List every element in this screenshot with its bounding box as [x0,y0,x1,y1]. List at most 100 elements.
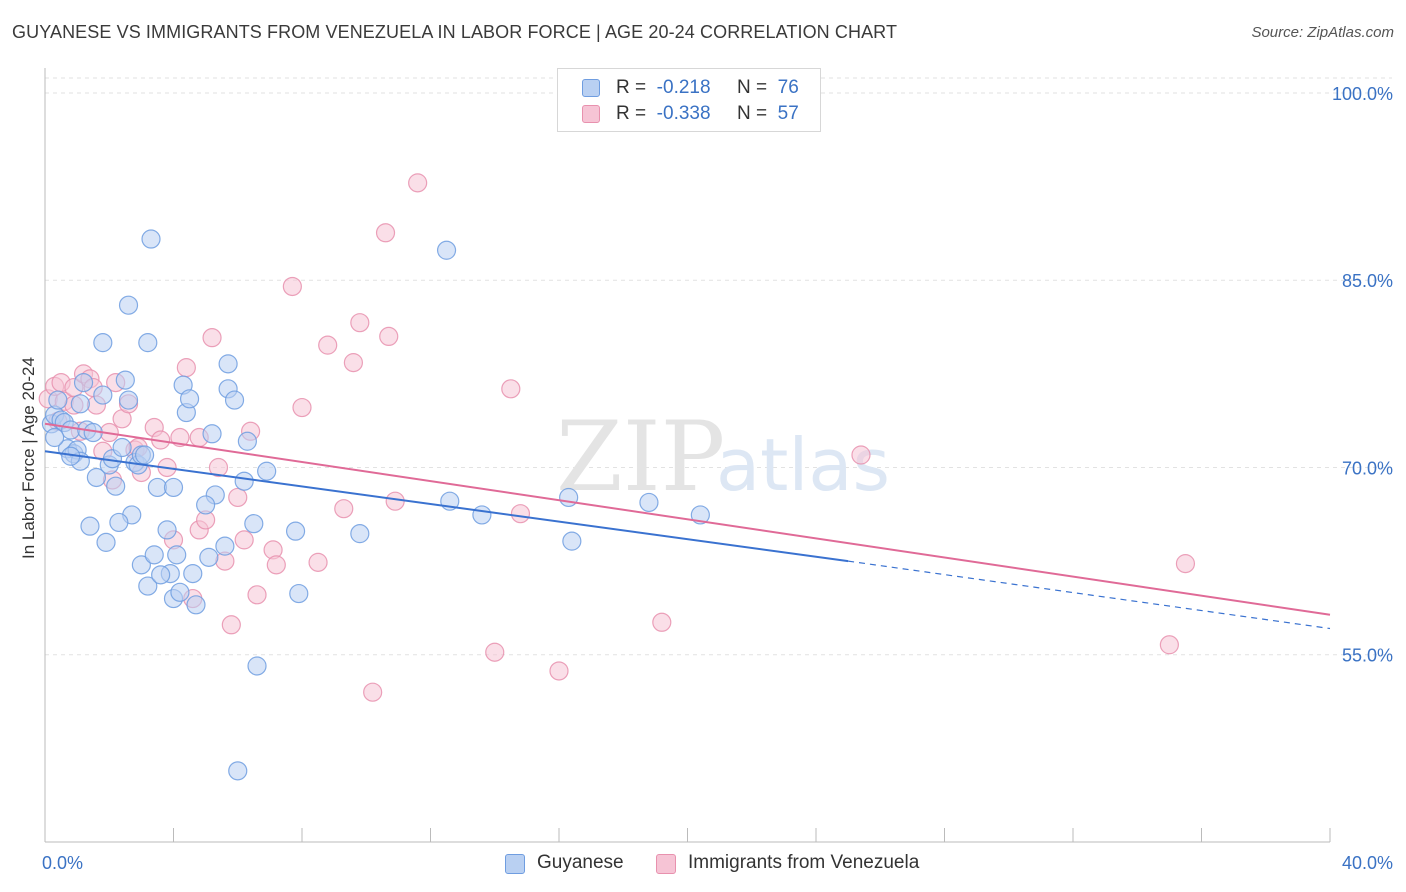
point-venezuela [343,353,363,373]
point-venezuela [485,642,505,662]
point-guyanese [48,390,68,410]
point-guyanese [257,461,277,481]
point-guyanese [80,516,100,536]
point-guyanese [639,492,659,513]
trend-line-guyanese [44,450,849,563]
trend-lines [44,422,1331,630]
point-guyanese [244,514,264,534]
point-guyanese [138,333,158,353]
swatch-guyanese [582,79,600,97]
point-venezuela [652,612,672,632]
point-guyanese [199,547,219,567]
point-guyanese [138,576,158,596]
point-guyanese [157,520,177,540]
correlation-legend: R = -0.218 N = 76 R = -0.338 N = 57 [557,68,821,132]
point-venezuela [363,682,383,702]
point-venezuela [350,313,370,333]
point-guyanese [224,390,245,410]
point-guyanese [141,229,161,249]
axes [44,68,1331,843]
point-guyanese [228,761,248,781]
point-guyanese [289,583,309,604]
point-guyanese [70,394,90,414]
point-venezuela [266,555,286,575]
source-label: Source: ZipAtlas.com [1251,24,1394,41]
point-guyanese [186,595,206,615]
point-guyanese [61,420,81,440]
point-guyanese [93,333,113,353]
point-guyanese [93,385,113,405]
point-venezuela [308,552,328,572]
point-guyanese [86,467,107,488]
watermark-zip: ZIP [556,401,725,513]
point-venezuela [549,661,569,681]
point-guyanese [170,582,190,602]
point-guyanese [247,656,267,676]
x-tick-label-min: 0.0% [42,853,83,873]
r-value-venezuela: -0.338 [656,103,711,124]
point-venezuela [282,276,302,297]
watermark: ZIP atlas [556,401,890,513]
trend-line-venezuela [44,422,1331,616]
watermark-atlas: atlas [716,423,890,507]
point-guyanese [179,389,200,409]
point-venezuela [1159,635,1179,655]
point-venezuela [170,427,190,448]
point-guyanese [106,476,126,496]
point-venezuela [176,358,196,378]
n-label: N = [736,77,768,98]
legend-swatch-venezuela [656,854,676,874]
point-guyanese [163,477,184,498]
point-guyanese [285,521,306,541]
point-guyanese [109,512,129,533]
point-venezuela [208,457,229,478]
point-guyanese [151,565,171,585]
point-guyanese [115,370,135,390]
y-tick-label: 100.0% [1332,84,1393,104]
point-venezuela [851,445,871,465]
point-guyanese [472,505,492,525]
point-guyanese [234,471,254,491]
point-guyanese [215,536,235,556]
point-venezuela [408,173,428,193]
point-guyanese [112,437,132,458]
point-guyanese [134,445,155,465]
y-tick-label: 85.0% [1342,271,1393,291]
point-venezuela [334,499,354,519]
point-guyanese [202,424,222,444]
point-venezuela [379,326,399,347]
point-guyanese [73,372,94,393]
point-guyanese [559,487,579,508]
tick-labels: 55.0% 70.0% 85.0% 100.0% 0.0% 40.0% [42,84,1393,873]
r-value-guyanese: -0.218 [656,77,711,98]
legend-label-venezuela: Immigrants from Venezuela [688,852,920,873]
point-venezuela [1175,554,1196,574]
point-guyanese [144,545,164,565]
point-guyanese [118,295,139,315]
point-guyanese [45,427,65,448]
n-value-venezuela: 57 [777,103,799,124]
point-venezuela [510,504,531,524]
legend-label-guyanese: Guyanese [537,852,624,873]
point-guyanese [350,524,370,544]
point-guyanese [436,240,457,260]
r-label: R = [616,77,647,98]
n-value-guyanese: 76 [777,77,799,98]
point-guyanese [196,495,216,515]
point-venezuela [385,491,405,511]
point-guyanese [147,477,168,498]
point-guyanese [237,431,257,451]
point-guyanese [131,555,151,575]
point-venezuela [318,335,338,355]
point-venezuela [228,487,248,508]
r-label: R = [616,103,647,124]
x-tick-label-max: 40.0% [1342,853,1393,873]
point-guyanese [118,390,139,410]
legend-swatch-guyanese [505,854,525,874]
trend-line-guyanese-extrapolated [848,560,1331,630]
point-venezuela [292,397,312,418]
swatch-venezuela [582,105,600,123]
chart-title: GUYANESE VS IMMIGRANTS FROM VENEZUELA IN… [12,22,898,42]
point-guyanese [183,563,203,584]
point-guyanese [690,505,710,525]
